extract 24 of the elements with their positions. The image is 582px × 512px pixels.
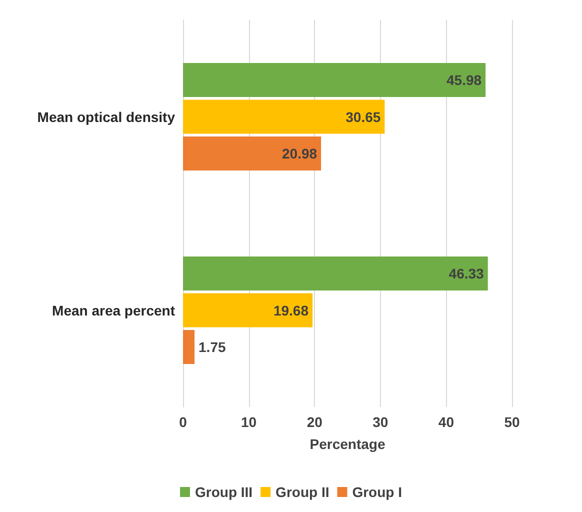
x-tick-label: 0	[179, 414, 188, 430]
x-axis-title: Percentage	[310, 436, 386, 452]
data-label: 20.98	[282, 145, 318, 162]
y-tick-label: Mean area percent	[52, 302, 176, 318]
bar	[183, 136, 322, 170]
x-tick-label: 40	[438, 414, 454, 430]
data-label: 1.75	[198, 338, 226, 355]
bar	[183, 293, 312, 328]
legend-label: Group III	[195, 484, 253, 500]
bar	[183, 63, 486, 98]
bar	[183, 330, 195, 364]
bar	[183, 100, 385, 134]
legend-label: Group II	[276, 484, 330, 500]
data-label: 30.65	[346, 108, 381, 125]
bar	[183, 256, 488, 291]
x-tick-label: 10	[241, 414, 257, 430]
data-label: 19.68	[273, 302, 309, 318]
legend-label: Group I	[352, 484, 402, 500]
x-tick-label: 50	[504, 414, 520, 430]
data-label: 45.98	[446, 72, 482, 88]
x-tick-label: 30	[372, 414, 388, 430]
y-tick-label: Mean optical density	[37, 108, 176, 125]
data-label: 46.33	[448, 266, 484, 282]
x-tick-label: 20	[306, 414, 323, 430]
